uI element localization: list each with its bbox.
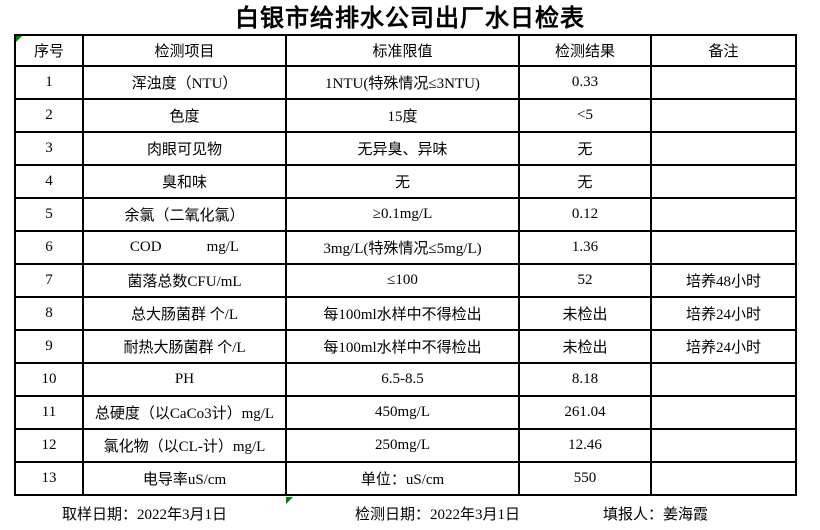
cell-note: 培养24小时 bbox=[650, 329, 797, 364]
cell-limit: 1NTU(特殊情况≤3NTU) bbox=[285, 65, 520, 100]
cell-note bbox=[650, 164, 797, 199]
table-header: 序号 检测项目 标准限值 检测结果 备注 bbox=[14, 34, 797, 67]
cell-no: 3 bbox=[14, 131, 84, 166]
table-row: 5 余氯（二氧化氯） ≥0.1mg/L 0.12 bbox=[14, 197, 797, 232]
cell-limit: 250mg/L bbox=[285, 428, 520, 463]
cell-result: 0.12 bbox=[518, 197, 652, 232]
cell-note bbox=[650, 98, 797, 133]
cell-result: 无 bbox=[518, 131, 652, 166]
cell-item: 氯化物（以CL-计）mg/L bbox=[82, 428, 287, 463]
column-header-item: 检测项目 bbox=[82, 34, 287, 67]
cell-note bbox=[650, 461, 797, 496]
cell-no: 11 bbox=[14, 395, 84, 430]
cell-spill-indicator-icon bbox=[286, 497, 293, 504]
cell-result: 52 bbox=[518, 263, 652, 298]
cell-limit: 每100ml水样中不得检出 bbox=[285, 296, 520, 331]
cell-note bbox=[650, 428, 797, 463]
cell-no: 1 bbox=[14, 65, 84, 100]
column-header-limit: 标准限值 bbox=[285, 34, 520, 67]
column-header-no: 序号 bbox=[14, 34, 84, 67]
cell-item: 肉眼可见物 bbox=[82, 131, 287, 166]
cell-note: 培养24小时 bbox=[650, 296, 797, 331]
cell-item: 菌落总数CFU/mL bbox=[82, 263, 287, 298]
cell-no: 13 bbox=[14, 461, 84, 496]
cell-note bbox=[650, 362, 797, 397]
column-header-result: 检测结果 bbox=[518, 34, 652, 67]
cell-item: 浑浊度（NTU） bbox=[82, 65, 287, 100]
sampling-date: 取样日期：2022年3月1日 bbox=[62, 507, 228, 523]
cell-result: 12.46 bbox=[518, 428, 652, 463]
cell-item: 电导率uS/cm bbox=[82, 461, 287, 496]
cell-result: 0.33 bbox=[518, 65, 652, 100]
cell-no: 7 bbox=[14, 263, 84, 298]
cell-result: 1.36 bbox=[518, 230, 652, 265]
table-row: 11 总硬度（以CaCo3计）mg/L 450mg/L 261.04 bbox=[14, 395, 797, 430]
cell-note bbox=[650, 197, 797, 232]
page-title: 白银市给排水公司出厂水日检表 bbox=[235, 6, 585, 32]
cell-item: 总硬度（以CaCo3计）mg/L bbox=[82, 395, 287, 430]
cell-result: 550 bbox=[518, 461, 652, 496]
cell-item: 余氯（二氧化氯） bbox=[82, 197, 287, 232]
cell-no: 9 bbox=[14, 329, 84, 364]
cell-limit: 6.5-8.5 bbox=[285, 362, 520, 397]
cell-note: 培养48小时 bbox=[650, 263, 797, 298]
cell-result: <5 bbox=[518, 98, 652, 133]
cell-item: 总大肠菌群 个/L bbox=[82, 296, 287, 331]
cell-no: 2 bbox=[14, 98, 84, 133]
cell-no: 5 bbox=[14, 197, 84, 232]
cell-limit: 无 bbox=[285, 164, 520, 199]
table-row: 6 COD mg/L 3mg/L(特殊情况≤5mg/L) 1.36 bbox=[14, 230, 797, 265]
table-row: 8 总大肠菌群 个/L 每100ml水样中不得检出 未检出 培养24小时 bbox=[14, 296, 797, 331]
cell-note bbox=[650, 65, 797, 100]
table-row: 9 耐热大肠菌群 个/L 每100ml水样中不得检出 未检出 培养24小时 bbox=[14, 329, 797, 364]
cell-limit: 15度 bbox=[285, 98, 520, 133]
table-body: 1 浑浊度（NTU） 1NTU(特殊情况≤3NTU) 0.33 2 色度 15度 <5 3 肉眼可… bbox=[14, 65, 797, 496]
cell-note bbox=[650, 230, 797, 265]
cell-no: 12 bbox=[14, 428, 84, 463]
reporter: 填报人：姜海霞 bbox=[603, 507, 709, 523]
table-row: 12 氯化物（以CL-计）mg/L 250mg/L 12.46 bbox=[14, 428, 797, 463]
column-header-note: 备注 bbox=[650, 34, 797, 67]
cell-result: 未检出 bbox=[518, 329, 652, 364]
cell-no: 6 bbox=[14, 230, 84, 265]
cell-result: 无 bbox=[518, 164, 652, 199]
cell-item: 耐热大肠菌群 个/L bbox=[82, 329, 287, 364]
cell-no: 10 bbox=[14, 362, 84, 397]
cell-limit: 单位：uS/cm bbox=[285, 461, 520, 496]
cell-item: 色度 bbox=[82, 98, 287, 133]
cell-note bbox=[650, 395, 797, 430]
cell-limit: 3mg/L(特殊情况≤5mg/L) bbox=[285, 230, 520, 265]
table-row: 10 PH 6.5-8.5 8.18 bbox=[14, 362, 797, 397]
table-row: 3 肉眼可见物 无异臭、异味无 bbox=[14, 131, 797, 166]
table-row: 2 色度 15度 <5 bbox=[14, 98, 797, 133]
table-row: 7 菌落总数CFU/mL ≤100 52 培养48小时 bbox=[14, 263, 797, 298]
cell-result: 261.04 bbox=[518, 395, 652, 430]
cell-result: 未检出 bbox=[518, 296, 652, 331]
cell-limit: 无异臭、异味 bbox=[285, 131, 520, 166]
cell-no: 8 bbox=[14, 296, 84, 331]
cell-item: 臭和味 bbox=[82, 164, 287, 199]
cell-item: COD mg/L bbox=[82, 230, 287, 265]
table-row: 1 浑浊度（NTU） 1NTU(特殊情况≤3NTU) 0.33 bbox=[14, 65, 797, 100]
table-row: 4 臭和味无无 bbox=[14, 164, 797, 199]
cell-note bbox=[650, 131, 797, 166]
inspection-table: 序号 检测项目 标准限值 检测结果 备注 1 浑浊度（NTU） 1NTU(特殊情况≤… bbox=[14, 34, 797, 496]
cell-limit: 每100ml水样中不得检出 bbox=[285, 329, 520, 364]
cell-result: 8.18 bbox=[518, 362, 652, 397]
testing-date: 检测日期：2022年3月1日 bbox=[355, 507, 521, 523]
cell-limit: ≥0.1mg/L bbox=[285, 197, 520, 232]
cell-no: 4 bbox=[14, 164, 84, 199]
header-row: 序号 检测项目 标准限值 检测结果 备注 bbox=[14, 34, 797, 67]
cell-limit: 450mg/L bbox=[285, 395, 520, 430]
cell-limit: ≤100 bbox=[285, 263, 520, 298]
cell-item: PH bbox=[82, 362, 287, 397]
table-row: 13 电导率uS/cm 单位：uS/cm 550 bbox=[14, 461, 797, 496]
